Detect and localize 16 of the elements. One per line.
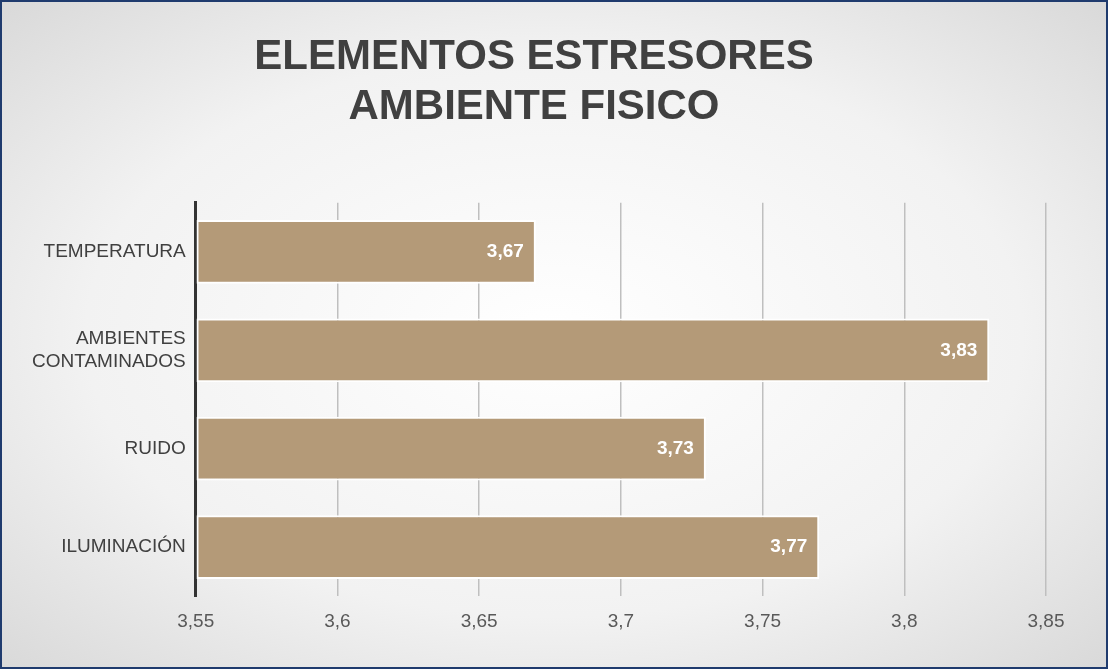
x-tick-label: 3,55 [177, 609, 215, 631]
data-label: 3,67 [486, 240, 524, 262]
x-tick-label: 3,6 [324, 609, 351, 631]
y-tick-label: RUIDO [124, 436, 186, 458]
data-label: 3,73 [656, 436, 694, 458]
x-tick-label: 3,65 [460, 609, 498, 631]
chart-title: ELEMENTOS ESTRESORES AMBIENTE FISICO [254, 30, 814, 129]
y-tick-label: TEMPERATURA [43, 240, 187, 262]
y-tick-label: AMBIENTES CONTAMINADOS [32, 327, 186, 371]
x-tick-label: 3,85 [1027, 609, 1065, 631]
x-tick-label: 3,7 [607, 609, 635, 631]
data-label: 3,77 [770, 535, 808, 557]
x-tick-label: 3,8 [891, 609, 918, 631]
x-tick-label: 3,75 [744, 609, 782, 631]
y-tick-label: ILUMINACIÓN [61, 535, 186, 557]
data-label: 3,83 [940, 338, 978, 360]
